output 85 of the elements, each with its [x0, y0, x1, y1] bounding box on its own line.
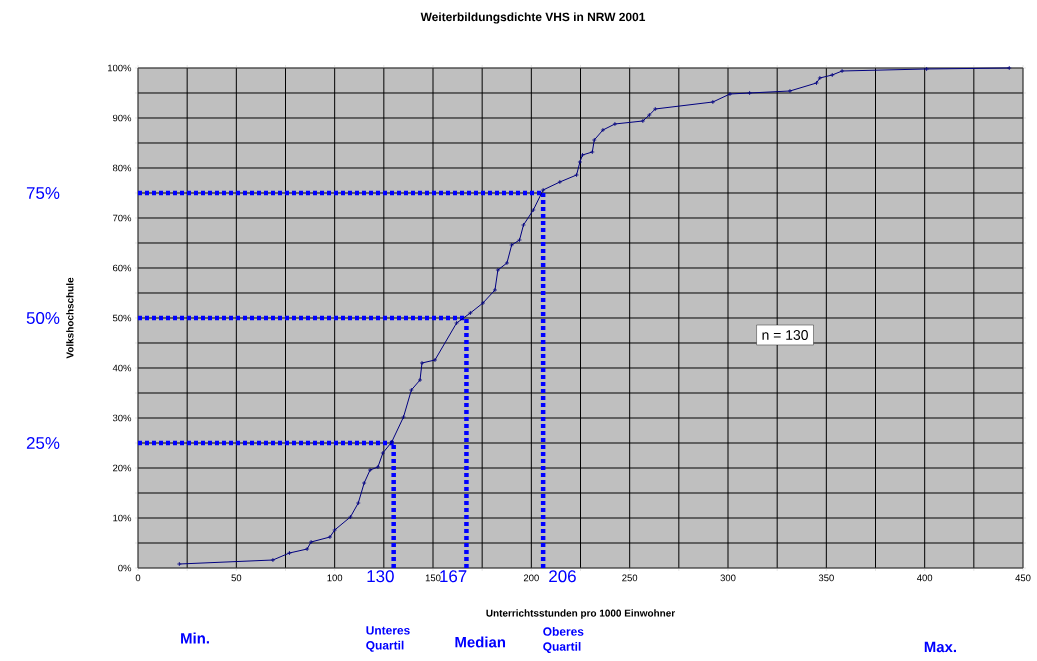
text: Min. [181, 632, 209, 644]
text: Unteres Quartil [366, 626, 410, 652]
y-tick-label: 10% [113, 514, 132, 522]
point [419, 360, 425, 366]
ref-line-label: 50% [26, 312, 60, 324]
point [361, 480, 367, 486]
point [839, 68, 845, 74]
x-tick-label: 400 [916, 574, 933, 582]
point [408, 387, 414, 393]
y-tick-label: 40% [112, 364, 132, 372]
y-tick-label: 70% [113, 214, 132, 222]
point [332, 527, 338, 533]
x-tick-label: 150 [425, 574, 441, 582]
point [652, 106, 658, 112]
text: Max. [924, 641, 956, 653]
point [355, 500, 361, 506]
point [787, 88, 793, 94]
y-tick-label: 60% [113, 264, 132, 272]
point [747, 90, 753, 96]
point [817, 75, 823, 81]
point [467, 310, 473, 316]
point [401, 414, 406, 420]
x-tick-label: 450 [1015, 574, 1031, 582]
point [829, 72, 835, 78]
point [517, 237, 522, 243]
point [574, 172, 579, 178]
point [417, 377, 423, 383]
ref-line-label: 75% [26, 187, 60, 199]
point [492, 287, 498, 293]
y-tick-label: 0% [118, 564, 132, 572]
point [710, 99, 716, 105]
point [727, 91, 733, 97]
ref-line-label: 130 [367, 570, 394, 583]
x-tick-label: 100 [327, 574, 343, 582]
x-tick-label: 350 [818, 574, 834, 582]
point [646, 112, 652, 118]
point [530, 207, 536, 213]
point [591, 137, 597, 143]
x-tick-label: 200 [523, 574, 539, 582]
point [287, 550, 292, 556]
point [304, 546, 310, 552]
text: Oberes Quartil [543, 627, 584, 653]
annotation: n = 130 [762, 330, 808, 340]
point [480, 300, 486, 306]
y-tick-label: 30% [112, 414, 132, 422]
point [540, 187, 546, 193]
ref-line-label: 167 [440, 570, 467, 583]
point [308, 539, 314, 545]
point [270, 557, 276, 563]
x-tick-label: 50 [231, 574, 242, 582]
point [814, 80, 819, 86]
x-tick-label: 0 [135, 574, 141, 582]
point [509, 242, 515, 248]
point [924, 66, 930, 72]
x-tick-label: 300 [720, 574, 736, 582]
y-tick-label: 20% [113, 464, 132, 472]
y-tick-label: 80% [112, 164, 132, 172]
point [580, 152, 585, 158]
point [380, 450, 386, 456]
point [389, 439, 395, 445]
y-tick-label: 100% [107, 64, 132, 72]
point [640, 118, 646, 124]
point [557, 179, 563, 185]
point [577, 159, 583, 165]
ref-line-label: 206 [549, 570, 576, 583]
text: Median [455, 636, 506, 648]
y-tick-label: 90% [112, 114, 132, 122]
ref-line-label: 25% [26, 437, 60, 449]
point [589, 149, 595, 155]
x-axis-title: Unterrichtsstunden pro 1000 Einwohner [486, 609, 676, 619]
point [612, 121, 618, 127]
point [454, 320, 459, 326]
point [375, 464, 381, 470]
point [521, 222, 526, 228]
point [504, 260, 510, 266]
y-axis-title: Volkshochschule [66, 277, 74, 359]
x-tick-label: 250 [622, 574, 638, 582]
point [495, 267, 501, 273]
y-tick-label: 50% [112, 314, 132, 322]
point [432, 357, 438, 363]
point [348, 514, 353, 520]
point [367, 467, 373, 473]
point [327, 534, 333, 540]
point [600, 127, 606, 133]
chart-title: Weiterbildungsdichte VHS in NRW 2001 [420, 12, 646, 24]
